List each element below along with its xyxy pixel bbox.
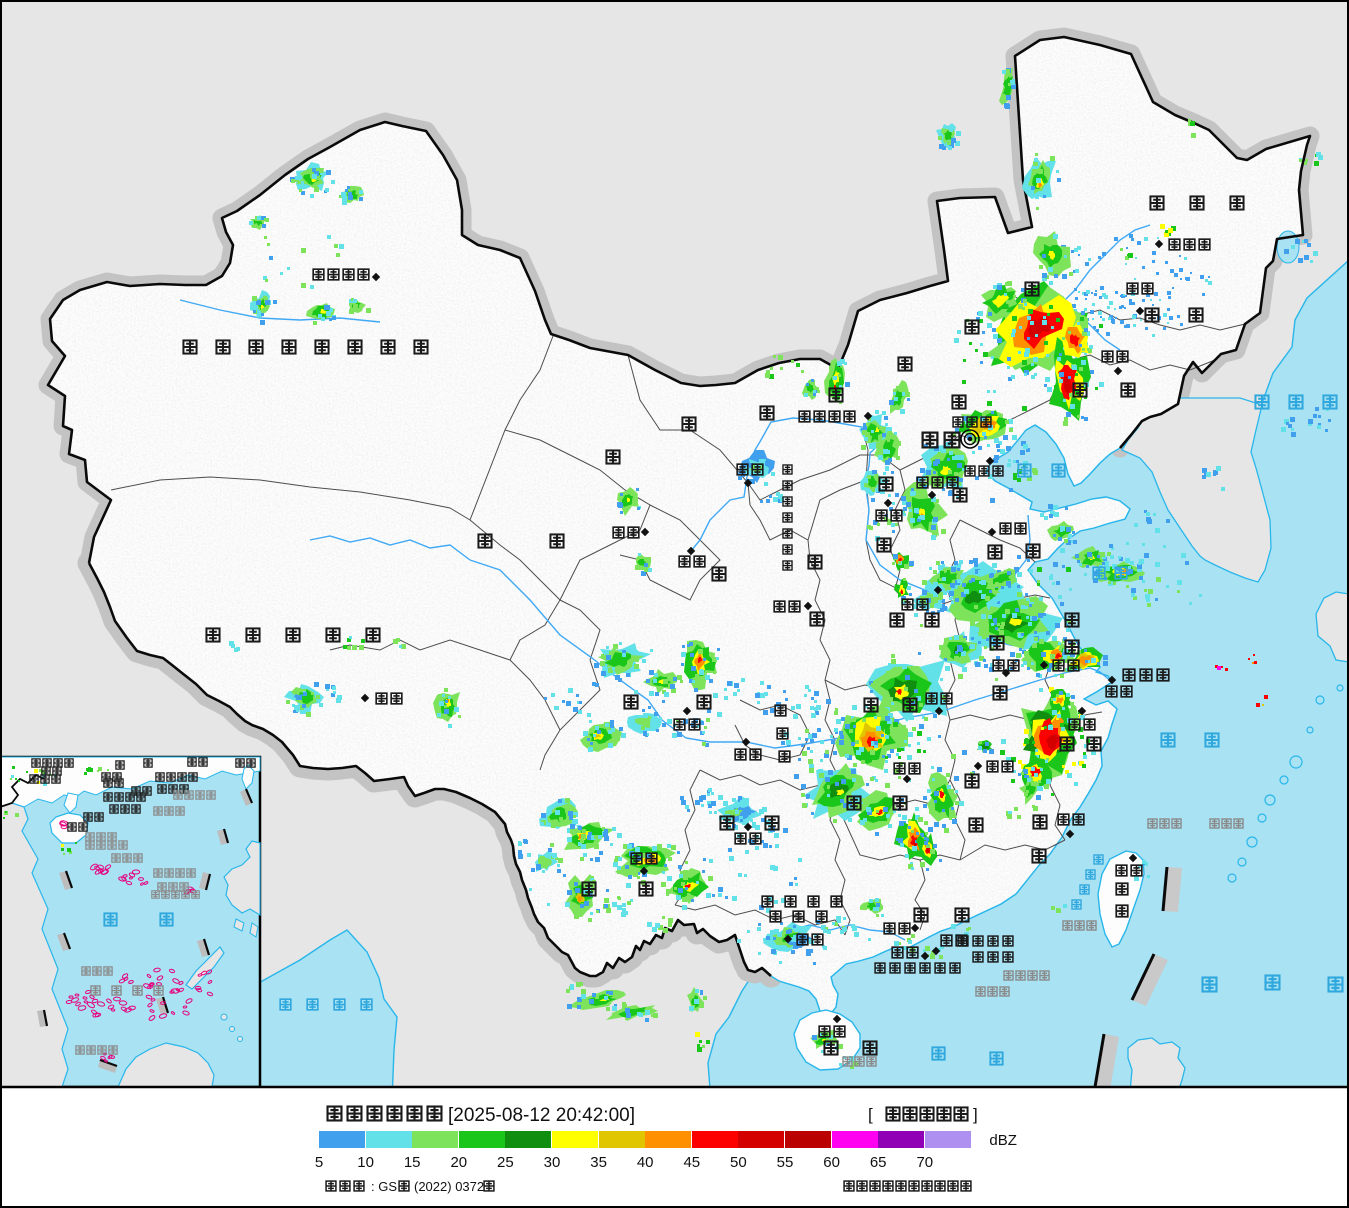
svg-text:: GS: : GS: [371, 1179, 397, 1194]
svg-text:]: ]: [973, 1105, 978, 1124]
svg-text:[: [: [868, 1105, 873, 1124]
svg-text:50: 50: [730, 1154, 747, 1171]
svg-text:65: 65: [870, 1154, 887, 1171]
svg-text:40: 40: [637, 1154, 654, 1171]
svg-text:20: 20: [450, 1154, 467, 1171]
svg-text:25: 25: [497, 1154, 514, 1171]
svg-text:45: 45: [683, 1154, 700, 1171]
svg-text:30: 30: [544, 1154, 561, 1171]
svg-text:dBZ: dBZ: [989, 1132, 1017, 1149]
svg-text:[2025-08-12 20:42:00]: [2025-08-12 20:42:00]: [448, 1105, 635, 1126]
svg-text:70: 70: [916, 1154, 933, 1171]
svg-text:(2022) 0372: (2022) 0372: [414, 1179, 484, 1194]
svg-text:15: 15: [404, 1154, 421, 1171]
svg-text:60: 60: [823, 1154, 840, 1171]
svg-text:10: 10: [357, 1154, 374, 1171]
svg-text:55: 55: [777, 1154, 794, 1171]
svg-text:5: 5: [315, 1154, 323, 1171]
svg-text:35: 35: [590, 1154, 607, 1171]
